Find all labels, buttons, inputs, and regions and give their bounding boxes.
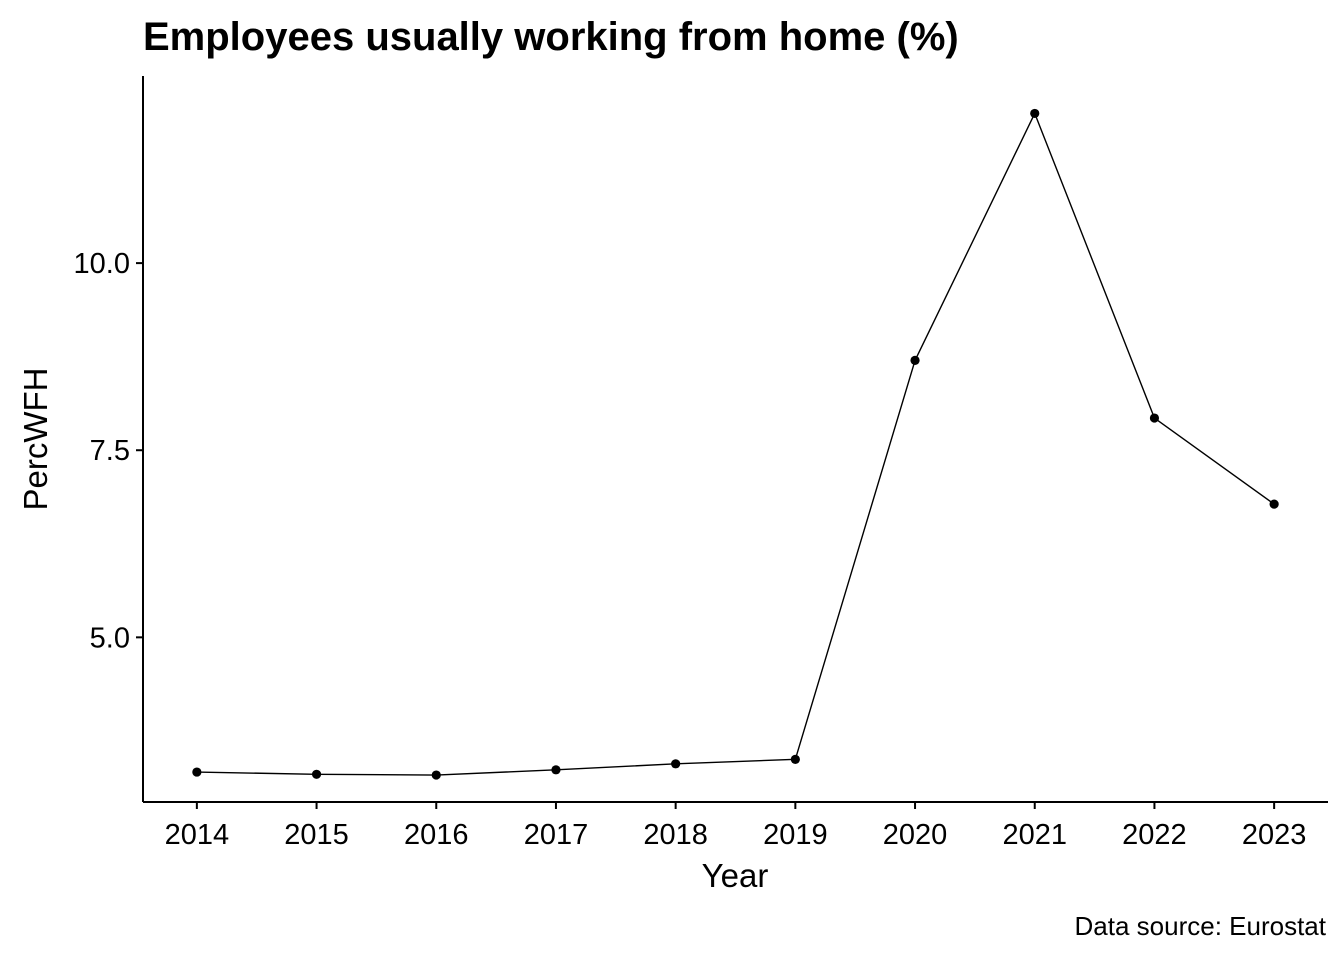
series-line (196, 111, 1275, 776)
x-tick-label: 2014 (165, 819, 230, 851)
data-point-2021 (1030, 108, 1040, 119)
data-point-2020 (910, 355, 920, 366)
data-point-2022 (1149, 413, 1160, 423)
data-point-2019 (790, 754, 800, 764)
x-tick-label: 2020 (883, 819, 948, 851)
x-tick-label: 2023 (1242, 819, 1307, 851)
y-axis: 5.0 7.5 10.0 (74, 76, 144, 802)
data-point-2015 (311, 769, 322, 779)
x-tick-label: 2018 (643, 819, 708, 851)
x-tick-label: 2019 (763, 819, 828, 851)
chart-caption: Data source: Eurostat (1075, 911, 1327, 941)
x-axis: 2014 2015 2016 2017 2018 2019 2020 2021 2022 2023 (143, 801, 1328, 851)
chart-title: Employees usually working from home (%) (143, 15, 959, 59)
data-point-2017 (551, 765, 561, 775)
x-tick-label: 2016 (404, 819, 469, 851)
y-tick-label: 10.0 (74, 248, 130, 280)
series-perc-wfh (192, 108, 1279, 780)
data-point-2018 (671, 759, 681, 769)
y-axis-title: PercWFH (17, 368, 54, 511)
x-tick-label: 2017 (524, 819, 589, 851)
data-point-2014 (192, 767, 202, 777)
y-tick-label: 5.0 (90, 622, 130, 654)
x-tick-label: 2022 (1122, 819, 1187, 851)
x-axis-title: Year (702, 857, 769, 894)
x-tick-label: 2015 (284, 819, 349, 851)
x-tick-label: 2021 (1002, 819, 1067, 851)
data-point-2023 (1269, 499, 1279, 509)
data-point-2016 (431, 770, 441, 780)
y-tick-label: 7.5 (90, 435, 130, 467)
